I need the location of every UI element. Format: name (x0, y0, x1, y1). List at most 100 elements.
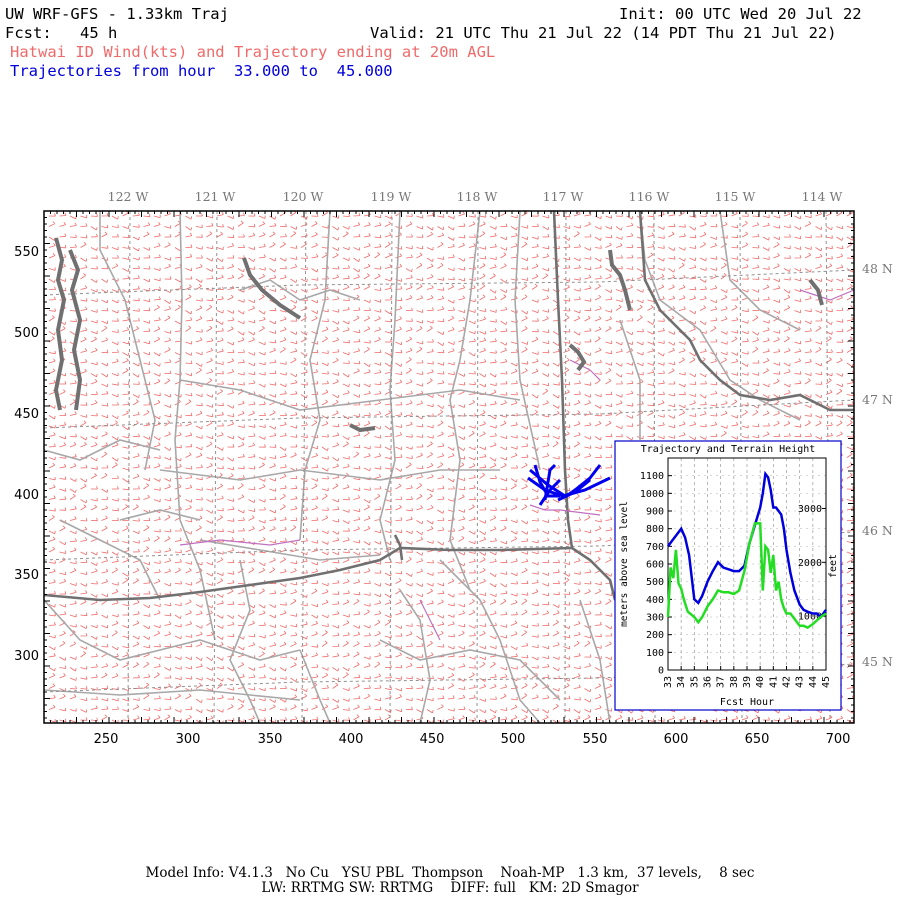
county-line (44, 439, 161, 461)
graticule-line (44, 663, 854, 693)
river-line (799, 289, 854, 301)
model-info-line2: LW: RRTMG SW: RRTMG DIFF: full KM: 2D Sm… (261, 880, 639, 896)
trajectory-hours: Trajectories from hour 33.000 to 45.000 (10, 62, 393, 80)
county-line (299, 649, 331, 723)
inset-x-tick-label: 34 (676, 676, 687, 688)
inset-y-tick-label: 800 (646, 524, 664, 535)
river-line (569, 359, 601, 381)
map-y-tick-label: 550 (14, 245, 39, 260)
water-features (179, 289, 854, 641)
inset-ylabel-left: meters above sea level (619, 501, 630, 627)
county-line (44, 689, 301, 701)
inset-x-tick-label: 38 (729, 676, 740, 688)
map-y-tick-label: 450 (14, 407, 39, 422)
graticule-line (389, 211, 393, 723)
longitude-labels: 122 W 121 W 120 W 119 W 118 W 117 W 116 W 115 W… (108, 189, 843, 204)
longitude-label: 121 W (195, 189, 236, 204)
map-y-tick-label: 400 (14, 488, 39, 503)
trajectory-terrain-inset: Trajectory and Terrain Height 33 34 35 36 37… (614, 440, 842, 711)
inset-y-tick-label: 100 (646, 648, 664, 659)
map-x-tick-label: 350 (258, 732, 283, 747)
terrain-height-line (666, 522, 827, 630)
graticule-line (44, 531, 854, 561)
river-line (179, 539, 301, 546)
snake-river-segment (393, 534, 404, 561)
graticule-line (213, 211, 218, 723)
longitude-label: 115 W (715, 189, 756, 204)
inset-x-tick-label: 42 (782, 676, 793, 688)
graticule-line (127, 211, 131, 723)
inset-x-tick-label: 35 (689, 676, 700, 688)
county-line (159, 469, 500, 481)
map-x-tick-label: 700 (826, 732, 851, 747)
river-line (419, 599, 441, 641)
puget-sound-shore (53, 237, 67, 411)
frame-ticks (43, 210, 854, 723)
county-line (449, 211, 481, 591)
wa-or-border (44, 546, 573, 602)
inset-frame (614, 440, 842, 711)
graticule-line (44, 269, 854, 296)
county-line (379, 639, 561, 701)
latitude-label: 46 N (862, 523, 893, 538)
inset-feet-tick-label: 3000 (798, 504, 822, 515)
state-boundaries (44, 211, 854, 602)
latitude-label: 47 N (862, 392, 893, 407)
puget-sound-coastline (53, 237, 824, 433)
inset-y-tick-label: 200 (646, 630, 664, 641)
longitude-label: 114 W (802, 189, 843, 204)
lake-coeur-dalene (568, 343, 587, 372)
forecast-hour: 45 h (80, 24, 118, 42)
inset-series (666, 470, 828, 630)
county-line (379, 211, 401, 561)
map-x-tick-label: 250 (94, 732, 119, 747)
county-line (199, 539, 381, 561)
inset-y-tick-label: 600 (646, 560, 664, 571)
inset-xlabel: Fcst Hour (720, 697, 774, 708)
map-x-tick-label: 650 (745, 732, 770, 747)
county-line (439, 559, 541, 723)
latitude-label: 48 N (862, 261, 893, 276)
trajectory-line (533, 464, 560, 498)
latitude-labels: 48 N 47 N 46 N 45 N (862, 261, 893, 669)
map-y-tick-label: 300 (14, 649, 39, 664)
latitude-label: 45 N (862, 654, 893, 669)
inset-y-tick-label: 400 (646, 595, 664, 606)
county-line (399, 589, 431, 723)
county-line (174, 211, 216, 641)
longitude-label: 119 W (371, 189, 412, 204)
longitude-label: 118 W (457, 189, 498, 204)
county-line (44, 599, 301, 661)
lake-chelan (242, 257, 302, 320)
county-line (59, 519, 161, 601)
id-mt-border (638, 211, 854, 412)
graticule-line (476, 211, 479, 723)
inset-feet-tick-label: 2000 (798, 558, 822, 569)
inset-x-tick-label: 39 (742, 676, 753, 688)
init-time: Init: 00 UTC Wed 20 Jul 22 (619, 5, 862, 23)
trajectory-paths (527, 463, 611, 506)
longitude-label: 122 W (108, 189, 149, 204)
wa-id-border (552, 211, 574, 549)
map-frame (43, 210, 855, 724)
trajectory-line (557, 478, 591, 502)
graticule-line (301, 211, 307, 723)
longitude-label: 117 W (543, 189, 584, 204)
county-line (514, 211, 541, 471)
map-axis-labels: 250 300 350 400 450 500 550 600 650 7005505004504… (14, 245, 850, 747)
map-x-tick-label: 450 (420, 732, 445, 747)
puget-sound-shore-inner (68, 249, 83, 411)
inset-y-tick-label: 1100 (640, 471, 664, 482)
model-info-line1: Model Info: V4.1.3 No Cu YSU PBL Thompso… (145, 865, 755, 881)
map-x-tick-label: 500 (501, 732, 526, 747)
county-line (639, 211, 801, 421)
longitude-label: 120 W (283, 189, 324, 204)
county-line (179, 379, 521, 411)
inset-y-tick-label: 1000 (640, 489, 664, 500)
inset-x-tick-label: 40 (755, 676, 766, 688)
county-line (239, 279, 361, 301)
inset-x-tick-label: 33 (663, 676, 674, 688)
inset-grid (668, 458, 826, 670)
map-x-tick-label: 300 (176, 732, 201, 747)
